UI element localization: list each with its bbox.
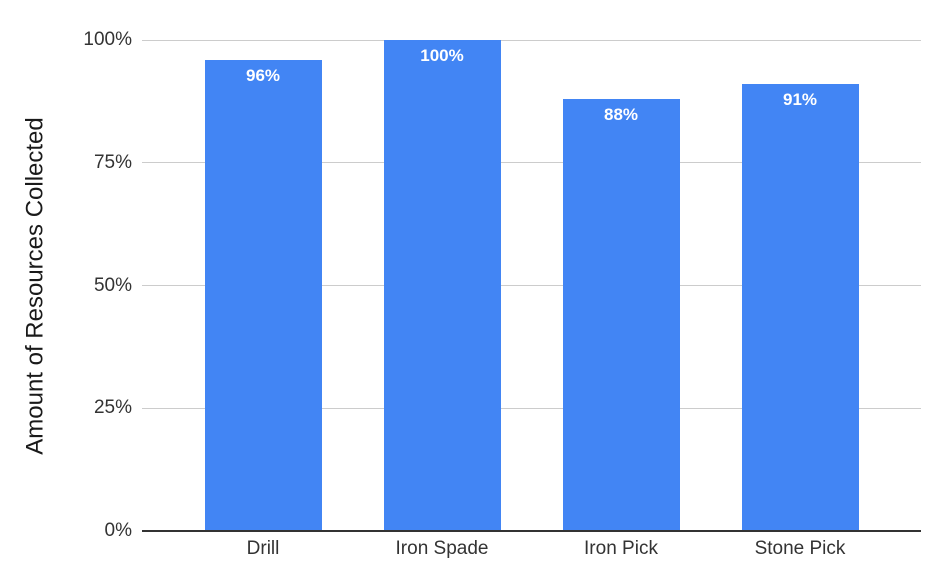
y-tick-label-75: 75% — [93, 151, 132, 173]
y-tick-label-100: 100% — [83, 29, 132, 50]
y-tick-label-25: 25% — [93, 397, 132, 419]
x-category-label: Drill — [246, 538, 280, 559]
gridline-100 — [142, 39, 921, 41]
gridline-50 — [142, 285, 921, 286]
bar-value-label: 88% — [603, 104, 639, 124]
gridline-75 — [142, 162, 921, 164]
y-tick-label-50: 50% — [93, 274, 132, 296]
bar-value-label: 100% — [420, 46, 464, 65]
x-category-label: Iron Spade — [395, 538, 489, 559]
x-axis-baseline — [142, 530, 921, 532]
bar-iron-pick[interactable]: 88% — [562, 98, 680, 531]
bar-iron-spade[interactable]: 100% — [383, 40, 501, 531]
bar-value-label: 96% — [245, 65, 281, 85]
bar-stone-pick[interactable]: 91% — [741, 84, 859, 531]
bar-drill[interactable]: 96% — [204, 59, 322, 531]
x-category-label: Iron Pick — [584, 538, 658, 559]
plot-area: 96% 100% 88% 91% — [142, 39, 921, 532]
x-category-label: Stone Pick — [754, 538, 846, 559]
y-tick-label-0: 0% — [104, 520, 132, 541]
bar-value-label: 91% — [782, 90, 818, 110]
gridline-25 — [142, 407, 921, 409]
